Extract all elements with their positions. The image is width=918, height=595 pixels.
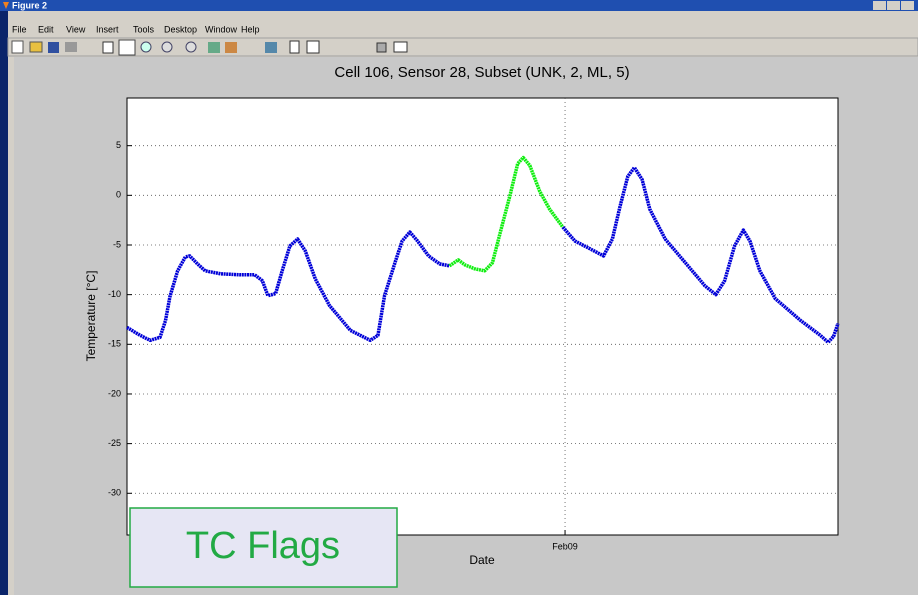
plot-marks: 5 0 -5 -10 -15 -20 -25 -30 Feb09 xyxy=(108,98,840,551)
menu-item[interactable]: View xyxy=(66,24,86,34)
tool-icon[interactable] xyxy=(11,40,24,54)
data-line xyxy=(126,165,840,345)
y-tick-label: -15 xyxy=(108,339,121,349)
menu-item[interactable]: Help xyxy=(241,24,260,34)
x-axis-label: Date xyxy=(469,553,495,567)
menu-item[interactable]: File xyxy=(12,24,27,34)
annotation-text: TC Flags xyxy=(186,525,340,567)
close-button[interactable] xyxy=(901,1,914,10)
y-tick-label: 0 xyxy=(116,190,121,200)
tool-icon[interactable] xyxy=(376,42,387,53)
tool-icon[interactable] xyxy=(306,40,320,54)
tool-icon[interactable] xyxy=(161,41,173,53)
tool-icon[interactable] xyxy=(289,40,300,54)
plot-area xyxy=(126,97,839,536)
tool-icon[interactable] xyxy=(65,42,77,52)
x-tick-label: Feb09 xyxy=(552,541,578,551)
chart-title: Cell 106, Sensor 28, Subset (UNK, 2, ML,… xyxy=(334,64,629,81)
tool-icon[interactable] xyxy=(29,41,43,53)
app-icon xyxy=(3,2,9,9)
tool-icon[interactable] xyxy=(48,42,59,53)
y-tick-label: 5 xyxy=(116,140,121,150)
tool-icon[interactable] xyxy=(265,42,277,53)
y-tick-label: -20 xyxy=(108,388,121,398)
annotation-box xyxy=(129,507,398,588)
menu-item[interactable]: Window xyxy=(205,24,238,34)
tool-icon[interactable] xyxy=(102,41,114,54)
y-tick-label: -25 xyxy=(108,438,121,448)
tool-icon[interactable] xyxy=(118,39,136,56)
y-tick-label: -10 xyxy=(108,289,121,299)
tool-icon[interactable] xyxy=(185,41,197,53)
window-title: Figure 2 xyxy=(12,0,47,10)
tool-icon[interactable] xyxy=(225,42,237,53)
tool-icon[interactable] xyxy=(140,41,152,53)
menu-item[interactable]: Edit xyxy=(38,24,54,34)
minimize-button[interactable] xyxy=(873,1,886,10)
tool-icon[interactable] xyxy=(393,41,408,53)
y-axis-label: Temperature [°C] xyxy=(84,271,98,362)
y-tick-label: -5 xyxy=(113,239,121,249)
menu-item[interactable]: Desktop xyxy=(164,24,197,34)
tool-icon[interactable] xyxy=(208,42,220,53)
menu-bar: File Edit View Insert Tools Desktop Window Help xyxy=(12,24,260,34)
menu-item[interactable]: Insert xyxy=(96,24,119,34)
menu-item[interactable]: Tools xyxy=(133,24,155,34)
toolbar-icons xyxy=(11,39,408,56)
maximize-button[interactable] xyxy=(887,1,900,10)
y-tick-label: -30 xyxy=(108,488,121,498)
title-bar xyxy=(0,0,918,11)
